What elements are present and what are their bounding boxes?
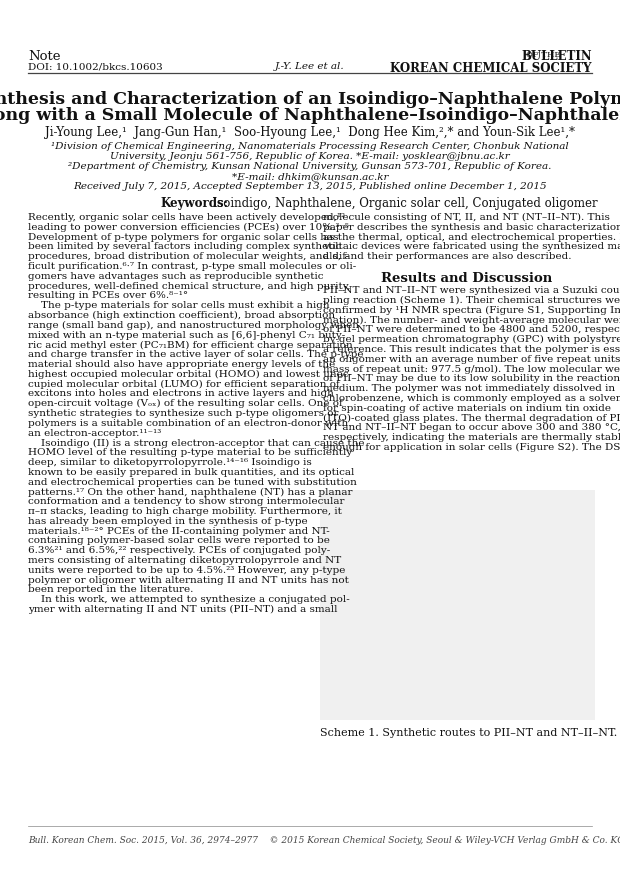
Text: Received July 7, 2015, Accepted September 13, 2015, Published online December 1,: Received July 7, 2015, Accepted Septembe… — [73, 182, 547, 191]
Text: als, and their performances are also described.: als, and their performances are also des… — [323, 253, 572, 261]
Text: units were reported to be up to 4.5%.²³ However, any p-type: units were reported to be up to 4.5%.²³ … — [28, 566, 345, 574]
Text: NT and NT–II–NT began to occur above 300 and 380 °C,: NT and NT–II–NT began to occur above 300… — [323, 424, 620, 432]
Text: (ITO)-coated glass plates. The thermal degradation of PII–: (ITO)-coated glass plates. The thermal d… — [323, 413, 620, 423]
Text: as the thermal, optical, and electrochemical properties. Photo-: as the thermal, optical, and electrochem… — [323, 232, 620, 241]
Text: paper describes the synthesis and basic characterizations, such: paper describes the synthesis and basic … — [323, 223, 620, 232]
Text: been limited by several factors including complex synthetic: been limited by several factors includin… — [28, 242, 342, 252]
Text: Synthesis and Characterization of an Isoindigo–Naphthalene Polymer: Synthesis and Characterization of an Iso… — [0, 91, 620, 108]
Text: absorbance (high extinction coefficient), broad absorption: absorbance (high extinction coefficient)… — [28, 311, 335, 320]
Text: mation). The number- and weight-average molecular weight: mation). The number- and weight-average … — [323, 316, 620, 324]
Text: deep, similar to diketopyrrolopyrrole.¹⁴⁻¹⁶ Isoindigo is: deep, similar to diketopyrrolopyrrole.¹⁴… — [28, 458, 312, 467]
Text: Bull. Korean Chem. Soc. 2015, Vol. 36, 2974–2977    © 2015 Korean Chemical Socie: Bull. Korean Chem. Soc. 2015, Vol. 36, 2… — [28, 836, 620, 845]
Text: been reported in the literature.: been reported in the literature. — [28, 586, 193, 595]
Text: mass of repeat unit: 977.5 g/mol). The low molecular weight: mass of repeat unit: 977.5 g/mol). The l… — [323, 365, 620, 374]
Text: ²Department of Chemistry, Kunsan National University, Gunsan 573-701, Republic o: ²Department of Chemistry, Kunsan Nationa… — [68, 162, 552, 171]
Text: highest occupied molecular orbital (HOMO) and lowest unoc-: highest occupied molecular orbital (HOMO… — [28, 370, 352, 379]
Text: ¹Division of Chemical Engineering, Nanomaterials Processing Research Center, Cho: ¹Division of Chemical Engineering, Nanom… — [51, 142, 569, 151]
Text: Isoindigo, Naphthalene, Organic solar cell, Conjugated oligomer: Isoindigo, Naphthalene, Organic solar ce… — [205, 197, 598, 210]
Text: material should also have appropriate energy levels of the: material should also have appropriate en… — [28, 360, 335, 369]
Text: Scheme 1. Synthetic routes to PII–NT and NT–II–NT.: Scheme 1. Synthetic routes to PII–NT and… — [320, 728, 618, 738]
Text: University, Jeonju 561-756, Republic of Korea. *E-mail: yosklear@jbnu.ac.kr: University, Jeonju 561-756, Republic of … — [110, 152, 510, 161]
Text: of PII–NT may be due to its low solubility in the reaction: of PII–NT may be due to its low solubili… — [323, 374, 620, 383]
Text: procedures, well-defined chemical structure, and high purity,: procedures, well-defined chemical struct… — [28, 282, 350, 290]
Text: enough for application in solar cells (Figure S2). The DSC data: enough for application in solar cells (F… — [323, 443, 620, 452]
Text: Isoindigo (II) is a strong electron-acceptor that can cause the: Isoindigo (II) is a strong electron-acce… — [28, 438, 365, 447]
Text: HOMO level of the resulting p-type material to be sufficiently: HOMO level of the resulting p-type mater… — [28, 448, 352, 457]
Text: BULLETIN: BULLETIN — [521, 50, 592, 63]
Text: medium. The polymer was not immediately dissolved in: medium. The polymer was not immediately … — [323, 384, 615, 393]
Text: gomers have advantages such as reproducible synthetic: gomers have advantages such as reproduci… — [28, 272, 324, 281]
Text: pling reaction (Scheme 1). Their chemical structures were: pling reaction (Scheme 1). Their chemica… — [323, 296, 620, 305]
Text: by gel permeation chromatography (GPC) with polystyrene as: by gel permeation chromatography (GPC) w… — [323, 335, 620, 344]
Text: chlorobenzene, which is commonly employed as a solvent: chlorobenzene, which is commonly employe… — [323, 394, 620, 403]
Text: containing polymer-based solar cells were reported to be: containing polymer-based solar cells wer… — [28, 537, 330, 545]
Text: leading to power conversion efficiencies (PCEs) over 10%.³⁻⁵: leading to power conversion efficiencies… — [28, 223, 349, 232]
Text: and electrochemical properties can be tuned with substitution: and electrochemical properties can be tu… — [28, 478, 357, 487]
Text: KOREAN CHEMICAL SOCIETY: KOREAN CHEMICAL SOCIETY — [391, 62, 592, 75]
Text: and charge transfer in the active layer of solar cells. The p-type: and charge transfer in the active layer … — [28, 350, 363, 360]
Text: range (small band gap), and nanostructured morphology when: range (small band gap), and nanostructur… — [28, 321, 359, 330]
Text: confirmed by ¹H NMR spectra (Figure S1, Supporting Infor-: confirmed by ¹H NMR spectra (Figure S1, … — [323, 305, 620, 315]
Text: ficult purification.⁶·⁷ In contrast, p-type small molecules or oli-: ficult purification.⁶·⁷ In contrast, p-t… — [28, 262, 356, 271]
Text: for spin-coating of active materials on indium tin oxide: for spin-coating of active materials on … — [323, 403, 611, 412]
Text: mers consisting of alternating diketopyrrolopyrrole and NT: mers consisting of alternating diketopyr… — [28, 556, 341, 565]
Text: resulting in PCEs over 6%.⁸⁻¹°: resulting in PCEs over 6%.⁸⁻¹° — [28, 291, 188, 301]
Text: an electron-acceptor.¹¹⁻¹³: an electron-acceptor.¹¹⁻¹³ — [28, 429, 161, 438]
Text: respectively, indicating the materials are thermally stable: respectively, indicating the materials a… — [323, 433, 620, 442]
Text: polymers is a suitable combination of an electron-donor with: polymers is a suitable combination of an… — [28, 419, 348, 428]
Text: Ji-Young Lee,¹  Jang-Gun Han,¹  Soo-Hyoung Lee,¹  Dong Hee Kim,²,* and Youn-Sik : Ji-Young Lee,¹ Jang-Gun Han,¹ Soo-Hyoung… — [45, 126, 575, 139]
Text: Development of p-type polymers for organic solar cells has: Development of p-type polymers for organ… — [28, 232, 339, 241]
Text: Recently, organic solar cells have been actively developed,¹²: Recently, organic solar cells have been … — [28, 213, 345, 222]
Text: Results and Discussion: Results and Discussion — [381, 272, 552, 285]
Text: Keywords:: Keywords: — [160, 197, 228, 210]
Text: Note: Note — [28, 50, 61, 63]
Text: open-circuit voltage (Vₒₓ) of the resulting solar cells. One of: open-circuit voltage (Vₒₓ) of the result… — [28, 399, 343, 409]
Text: a reference. This result indicates that the polymer is essentially: a reference. This result indicates that … — [323, 345, 620, 353]
Text: of PII–NT were determined to be 4800 and 5200, respectively: of PII–NT were determined to be 4800 and… — [323, 325, 620, 334]
Text: ymer with alternating II and NT units (PII–NT) and a small: ymer with alternating II and NT units (P… — [28, 605, 337, 614]
Text: molecule consisting of NT, II, and NT (NT–II–NT). This: molecule consisting of NT, II, and NT (N… — [323, 213, 610, 222]
Text: polymer or oligomer with alternating II and NT units has not: polymer or oligomer with alternating II … — [28, 575, 349, 585]
Text: conformation and a tendency to show strong intermolecular: conformation and a tendency to show stro… — [28, 497, 345, 506]
Text: J.-Y. Lee et al.: J.-Y. Lee et al. — [275, 62, 345, 71]
Text: excitons into holes and electrons in active layers and high: excitons into holes and electrons in act… — [28, 389, 334, 398]
Text: known to be easily prepared in bulk quantities, and its optical: known to be easily prepared in bulk quan… — [28, 467, 355, 477]
Text: materials.¹⁸⁻²° PCEs of the II-containing polymer and NT-: materials.¹⁸⁻²° PCEs of the II-containin… — [28, 526, 330, 536]
Text: π–π stacks, leading to high charge mobility. Furthermore, it: π–π stacks, leading to high charge mobil… — [28, 507, 342, 516]
Text: OF THE: OF THE — [526, 51, 560, 59]
Text: patterns.¹⁷ On the other hand, naphthalene (NT) has a planar: patterns.¹⁷ On the other hand, naphthale… — [28, 488, 353, 496]
Text: In this work, we attempted to synthesize a conjugated pol-: In this work, we attempted to synthesize… — [28, 595, 350, 604]
Text: DOI: 10.1002/bkcs.10603: DOI: 10.1002/bkcs.10603 — [28, 62, 162, 71]
Text: *E-mail: dhkim@kunsan.ac.kr: *E-mail: dhkim@kunsan.ac.kr — [232, 172, 388, 181]
Text: procedures, broad distribution of molecular weights, and dif-: procedures, broad distribution of molecu… — [28, 253, 349, 261]
Text: along with a Small Molecule of Naphthalene–Isoindigo–Naphthalene: along with a Small Molecule of Naphthale… — [0, 107, 620, 124]
Text: voltaic devices were fabricated using the synthesized materi-: voltaic devices were fabricated using th… — [323, 242, 620, 252]
Text: has already been employed in the synthesis of p-type: has already been employed in the synthes… — [28, 517, 308, 526]
Text: PII–NT and NT–II–NT were synthesized via a Suzuki cou-: PII–NT and NT–II–NT were synthesized via… — [323, 286, 620, 295]
Bar — [320, 490, 595, 720]
Text: cupied molecular orbital (LUMO) for efficient separation of: cupied molecular orbital (LUMO) for effi… — [28, 380, 340, 389]
Text: 6.3%²¹ and 6.5%,²² respectively. PCEs of conjugated poly-: 6.3%²¹ and 6.5%,²² respectively. PCEs of… — [28, 546, 330, 555]
Text: The p-type materials for solar cells must exhibit a high: The p-type materials for solar cells mus… — [28, 301, 330, 310]
Text: synthetic strategies to synthesize such p-type oligomers or: synthetic strategies to synthesize such … — [28, 409, 339, 418]
Text: an oligomer with an average number of five repeat units (molar: an oligomer with an average number of fi… — [323, 354, 620, 364]
Text: ric acid methyl ester (PC₇₁BM) for efficient charge separation: ric acid methyl ester (PC₇₁BM) for effic… — [28, 340, 353, 350]
Text: mixed with an n-type material such as [6,6]-phenyl C₇₁ buty-: mixed with an n-type material such as [6… — [28, 331, 345, 339]
